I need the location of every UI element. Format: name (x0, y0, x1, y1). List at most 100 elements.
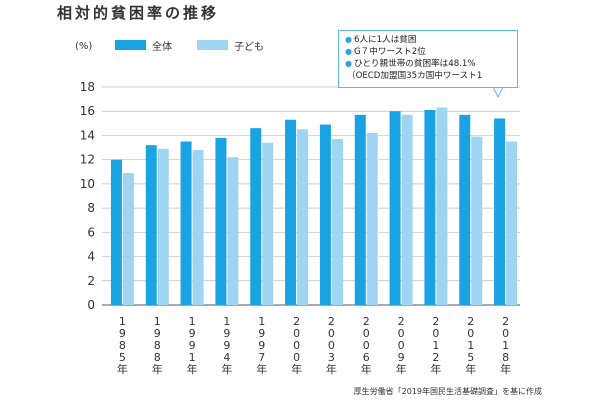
x-tick-label: 8 (154, 351, 161, 364)
bar-children (436, 107, 448, 305)
x-tick-label: 5 (119, 351, 126, 364)
x-tick-label: 8 (154, 339, 161, 352)
y-tick-label: 14 (80, 128, 95, 142)
x-tick-label: 8 (502, 351, 509, 364)
x-tick-label: 0 (363, 339, 370, 352)
x-tick-label: 年 (465, 362, 476, 376)
x-tick-label: 1 (154, 315, 161, 328)
x-tick-label: 年 (221, 362, 232, 376)
x-tick-label: 1 (189, 351, 196, 364)
x-tick-label: 0 (398, 327, 405, 340)
y-tick-label: 4 (87, 250, 95, 264)
x-tick-label: 2 (432, 315, 439, 328)
bar-total (180, 141, 192, 305)
bar-total (494, 118, 506, 305)
x-tick-label: 9 (258, 327, 265, 340)
x-tick-label: 2 (432, 351, 439, 364)
legend-swatch-total (115, 40, 146, 50)
x-tick-label: 1 (502, 339, 509, 352)
x-tick-label: 0 (328, 327, 335, 340)
legend-label-total: 全体 (152, 41, 172, 53)
x-axis-labels: 1985年1988年1991年1994年1997年2000年2003年2006年… (117, 315, 511, 376)
callout-bullet-icon: ● (345, 59, 352, 68)
legend-item-children: 子ども (197, 38, 264, 53)
bar-children (157, 148, 169, 305)
x-tick-label: 0 (293, 339, 300, 352)
x-tick-label: 年 (500, 362, 511, 376)
x-tick-label: 1 (189, 315, 196, 328)
callout-line: ● G７中ワースト2位 (345, 46, 517, 58)
bar-total (354, 114, 366, 305)
x-tick-label: 0 (502, 327, 509, 340)
y-tick-label: 8 (87, 201, 95, 215)
x-tick-label: 1 (258, 315, 265, 328)
y-unit-label: (%) (75, 41, 93, 52)
callout-bullet-icon: ● (345, 47, 352, 56)
x-tick-label: 年 (291, 362, 302, 376)
y-tick-label: 16 (80, 104, 95, 118)
x-tick-label: 1 (467, 339, 474, 352)
callout-box: ● 6人に1人は貧困 ● G７中ワースト2位 ● ひとり親世帯の貧困率は48.1… (338, 30, 518, 88)
bar-total (319, 124, 331, 306)
bar-total (110, 159, 122, 305)
x-tick-label: 1 (119, 315, 126, 328)
x-tick-label: 2 (363, 315, 370, 328)
bar-total (459, 114, 471, 305)
x-tick-label: 0 (328, 339, 335, 352)
bar-children (227, 157, 239, 305)
y-tick-label: 10 (80, 177, 95, 191)
x-tick-label: 0 (293, 327, 300, 340)
bar-children (401, 114, 413, 305)
x-tick-label: 2 (502, 315, 509, 328)
x-tick-label: 年 (396, 362, 407, 376)
callout-line: ● ひとり親世帯の貧困率は48.1% (345, 58, 517, 70)
x-tick-label: 年 (187, 362, 198, 376)
legend-item-total: 全体 (115, 38, 172, 53)
x-tick-label: 0 (363, 327, 370, 340)
bar-children (122, 172, 134, 305)
y-axis-ticks: 0 2 4 6 8 10 12 14 16 18 (80, 80, 95, 312)
bar-total (389, 111, 401, 305)
x-tick-label: 年 (256, 362, 267, 376)
x-tick-label: 1 (432, 339, 439, 352)
x-tick-label: 0 (467, 327, 474, 340)
bar-total (145, 145, 157, 305)
x-tick-label: 9 (189, 327, 196, 340)
x-tick-label: 年 (430, 362, 441, 376)
x-tick-label: 年 (152, 362, 163, 376)
bar-total (285, 119, 297, 305)
callout-pointer (492, 86, 504, 99)
x-tick-label: 年 (117, 362, 128, 376)
x-tick-label: 9 (223, 327, 230, 340)
legend-swatch-children (197, 40, 228, 50)
x-tick-label: 0 (293, 351, 300, 364)
y-tick-label: 18 (80, 80, 95, 94)
bars (110, 107, 518, 306)
x-tick-label: 9 (398, 351, 405, 364)
x-tick-label: 0 (432, 327, 439, 340)
y-tick-label: 6 (87, 225, 95, 239)
bar-children (192, 149, 204, 305)
y-tick-label: 0 (87, 298, 95, 312)
x-tick-label: 2 (328, 315, 335, 328)
y-tick-label: 2 (87, 274, 95, 288)
x-tick-label: 4 (223, 351, 230, 364)
callout-text: （OECD加盟国35カ国中ワースト1 (347, 71, 483, 81)
x-tick-label: 2 (398, 315, 405, 328)
y-tick-label: 12 (80, 153, 95, 167)
x-tick-label: 9 (223, 339, 230, 352)
legend-label-children: 子ども (234, 41, 264, 53)
x-tick-label: 2 (467, 315, 474, 328)
page-title: 相対的貧困率の推移 (57, 4, 220, 22)
x-tick-label: 9 (189, 339, 196, 352)
x-tick-label: 1 (223, 315, 230, 328)
x-tick-label: 0 (398, 339, 405, 352)
source-note: 厚生労働省「2019年国民生活基礎調査」を基に作成 (353, 387, 542, 396)
x-tick-label: 6 (363, 351, 370, 364)
x-tick-label: 5 (467, 351, 474, 364)
bar-children (471, 136, 483, 305)
x-tick-label: 9 (258, 339, 265, 352)
x-tick-label: 7 (258, 351, 265, 364)
x-tick-label: 9 (154, 327, 161, 340)
x-tick-label: 年 (326, 362, 337, 376)
